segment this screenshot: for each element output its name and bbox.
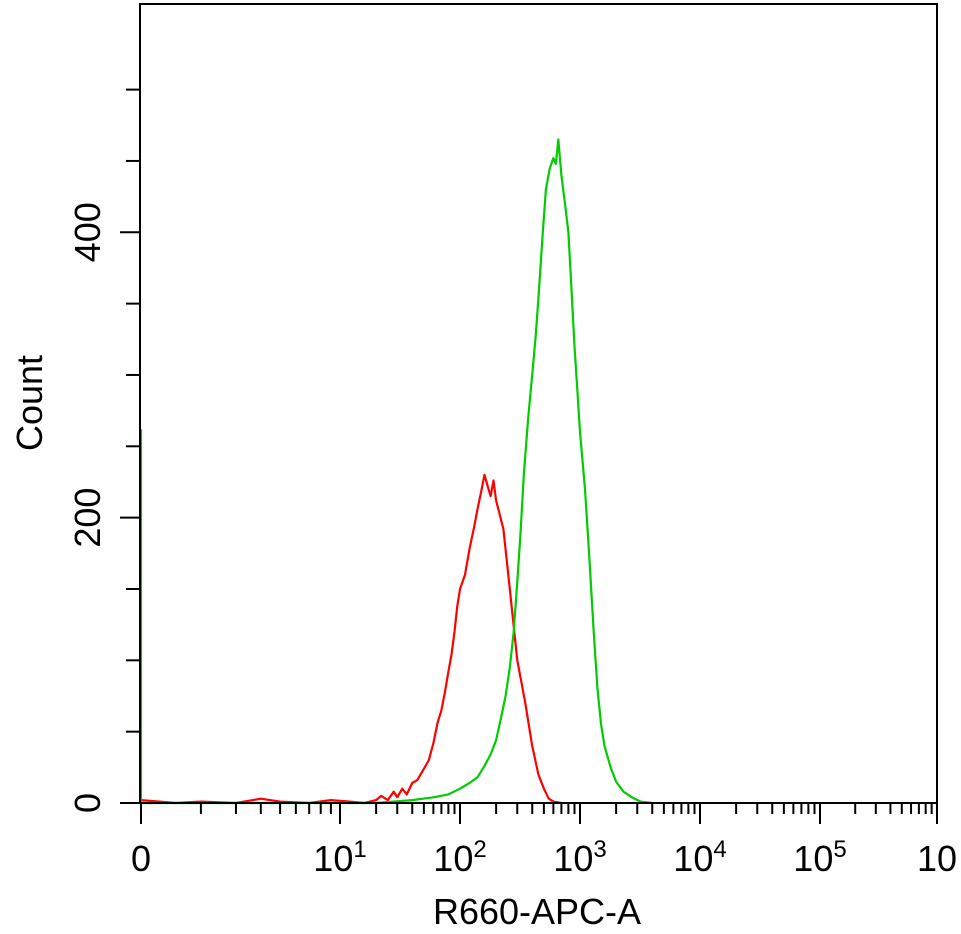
y-axis: 0 200 400: [67, 88, 140, 813]
y-tick-label: 0: [67, 793, 108, 813]
x-tick-base: 10: [673, 838, 713, 879]
y-tick-label: 200: [67, 488, 108, 548]
x-axis: 0 101 102 103 104 105 10: [131, 803, 957, 879]
x-tick-base: 10: [553, 838, 593, 879]
y-axis-title: Count: [9, 355, 50, 451]
x-tick-exponent: 3: [593, 836, 606, 863]
x-tick-base: 10: [433, 838, 473, 879]
x-tick-exponent: 2: [473, 836, 486, 863]
y-tick-label: 400: [67, 202, 108, 262]
x-tick-base: 10: [917, 838, 957, 879]
x-tick-label: 105: [793, 836, 846, 879]
histogram-series-1: [139, 473, 562, 805]
x-tick-exponent: 5: [833, 836, 846, 863]
x-tick-label: 10: [917, 838, 957, 879]
x-tick-exponent: 1: [353, 836, 366, 863]
x-tick-base: 10: [793, 838, 833, 879]
x-tick-base: 10: [313, 838, 353, 879]
plot-area: [139, 138, 653, 805]
plot-frame: [139, 3, 938, 804]
histogram-series-2: [139, 138, 653, 805]
x-tick-label: 104: [673, 836, 726, 879]
x-axis-title: R660-APC-A: [433, 891, 641, 932]
x-tick-label: 102: [433, 836, 486, 879]
x-tick-label: 103: [553, 836, 606, 879]
x-tick-base: 0: [131, 838, 151, 879]
x-tick-label: 0: [131, 838, 151, 879]
x-tick-label: 101: [313, 836, 366, 879]
x-tick-exponent: 4: [713, 836, 726, 863]
